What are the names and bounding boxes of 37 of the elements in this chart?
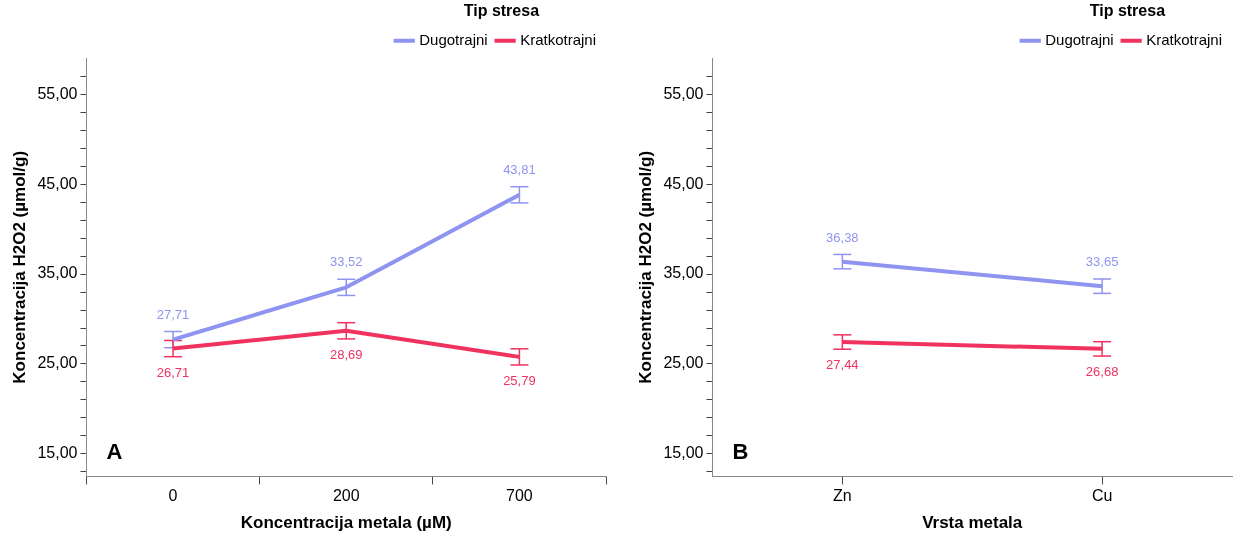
y-tick-label: 55,00 xyxy=(663,84,704,102)
y-tick-label: 45,00 xyxy=(663,174,704,192)
x-tick-label: Zn xyxy=(832,487,852,505)
data-label: 36,38 xyxy=(826,229,859,245)
legend-title: Tip stresa xyxy=(1089,2,1166,20)
data-label: 27,71 xyxy=(156,306,190,322)
y-axis-title: Koncentracija H2O2 (µmol/g) xyxy=(9,150,29,384)
y-tick-label: 15,00 xyxy=(663,444,704,462)
data-label: 26,71 xyxy=(156,364,190,380)
data-label: 26,68 xyxy=(1085,364,1119,380)
x-tick-label: 200 xyxy=(332,487,360,505)
x-axis-title: Koncentracija metala (µM) xyxy=(240,513,452,533)
x-tick-label: 700 xyxy=(506,487,533,505)
legend-label: Kratkotrajni xyxy=(1146,30,1223,48)
y-tick-label: 25,00 xyxy=(663,354,704,372)
annotation: A xyxy=(106,439,123,465)
legend-label: Dugotrajni xyxy=(419,30,488,48)
x-tick-label: Cu xyxy=(1091,487,1113,505)
data-label: 25,79 xyxy=(503,373,536,389)
y-tick-label: 25,00 xyxy=(37,354,78,372)
y-tick-label: 35,00 xyxy=(663,264,704,282)
data-label: 27,44 xyxy=(826,357,859,373)
annotation: B xyxy=(732,439,749,465)
y-tick-label: 55,00 xyxy=(37,84,78,102)
y-tick-label: 15,00 xyxy=(37,444,78,462)
legend-label: Dugotrajni xyxy=(1045,30,1114,48)
data-label: 28,69 xyxy=(329,346,363,362)
y-axis-title: Koncentracija H2O2 (µmol/g) xyxy=(635,150,655,384)
data-label: 33,65 xyxy=(1085,254,1119,270)
y-tick-label: 45,00 xyxy=(37,174,78,192)
x-axis-title: Vrsta metala xyxy=(922,513,1023,533)
y-tick-label: 35,00 xyxy=(37,264,78,282)
x-tick-label: 0 xyxy=(168,487,178,505)
data-label: 43,81 xyxy=(503,161,536,177)
legend-title: Tip stresa xyxy=(463,2,540,20)
legend-label: Kratkotrajni xyxy=(520,30,597,48)
data-label: 33,52 xyxy=(329,254,363,270)
